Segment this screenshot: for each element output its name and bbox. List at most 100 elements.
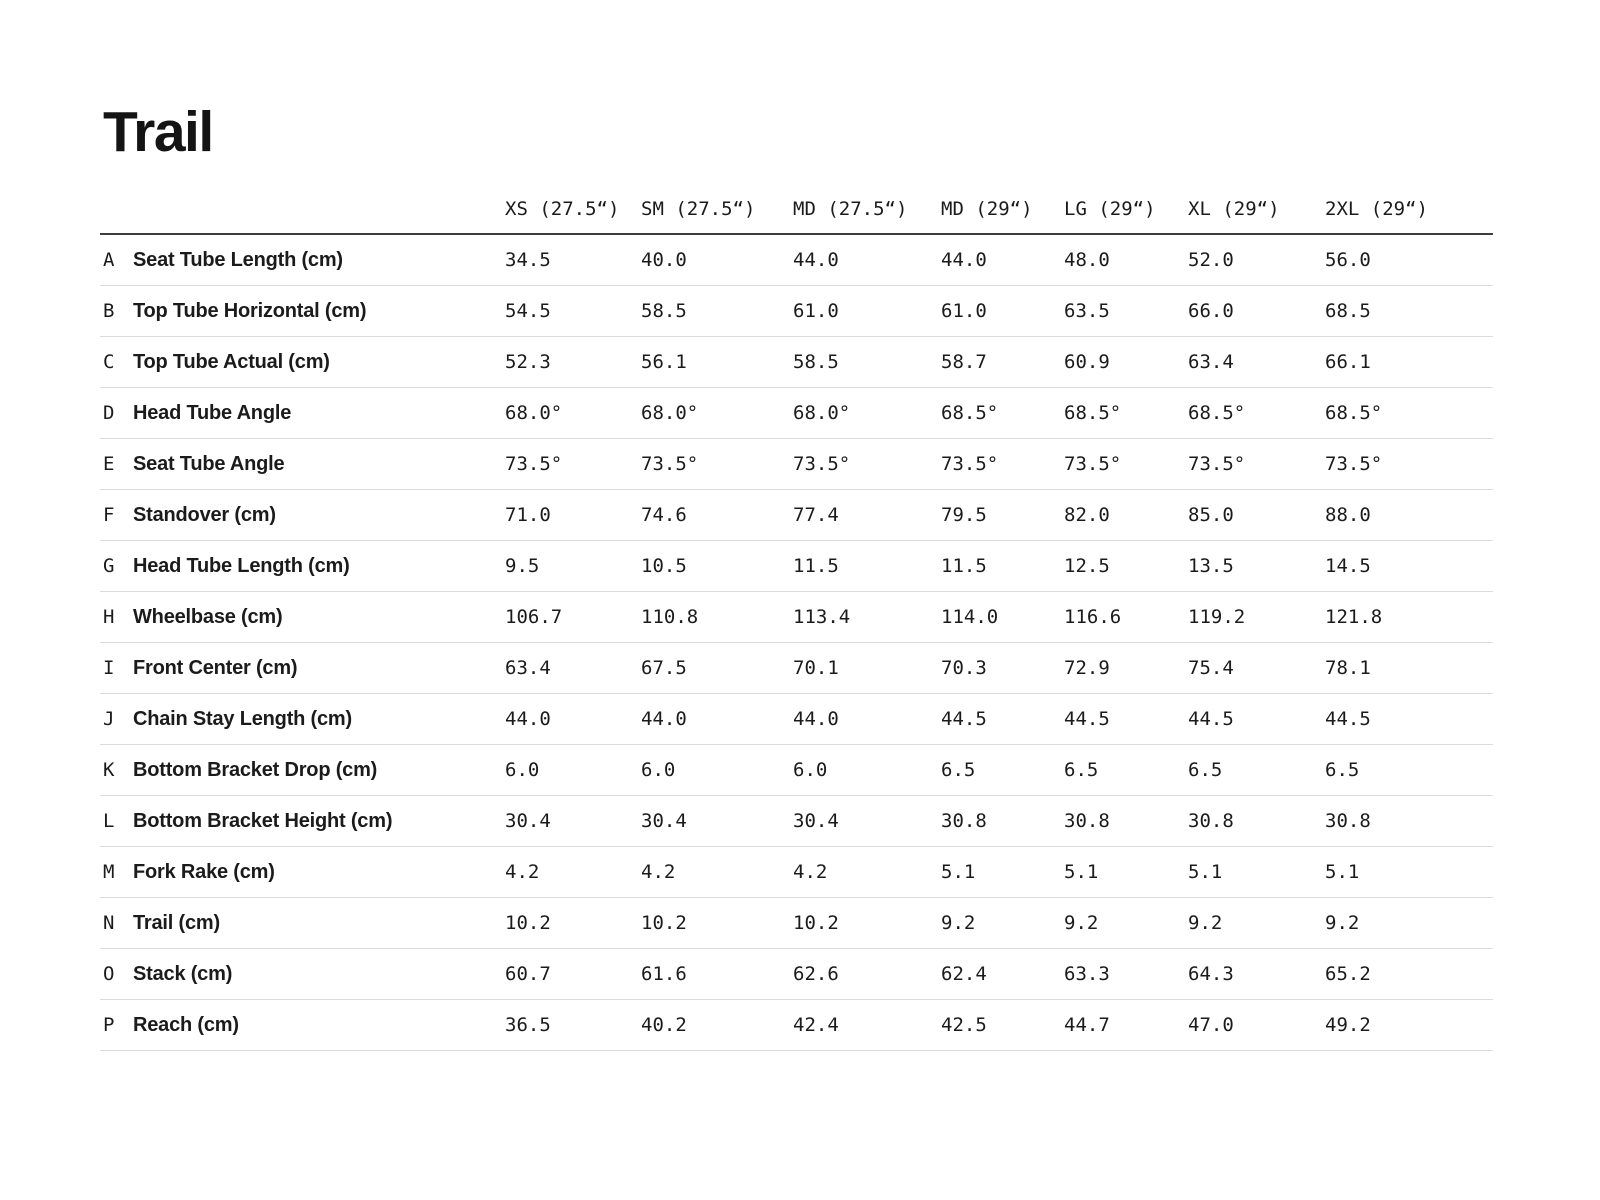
cell-value: 9.2 xyxy=(1188,897,1325,949)
row-label: Seat Tube Length (cm) xyxy=(133,234,505,286)
row-letter: J xyxy=(100,693,133,745)
table-row: E Seat Tube Angle 73.5° 73.5° 73.5° 73.5° 73.5… xyxy=(100,438,1493,490)
row-label: Seat Tube Angle xyxy=(133,438,505,490)
cell-value: 110.8 xyxy=(641,591,793,643)
cell-value: 11.5 xyxy=(941,540,1064,592)
cell-value: 6.5 xyxy=(1188,744,1325,796)
cell-value: 30.4 xyxy=(793,795,941,847)
cell-value: 62.4 xyxy=(941,948,1064,1000)
cell-value: 44.0 xyxy=(505,693,641,745)
cell-value: 30.8 xyxy=(941,795,1064,847)
cell-value: 78.1 xyxy=(1325,642,1493,694)
cell-value: 6.5 xyxy=(1325,744,1493,796)
cell-value: 106.7 xyxy=(505,591,641,643)
cell-value: 42.4 xyxy=(793,999,941,1051)
cell-value: 30.4 xyxy=(641,795,793,847)
table-row: D Head Tube Angle 68.0° 68.0° 68.0° 68.5° 68.5… xyxy=(100,387,1493,439)
cell-value: 63.4 xyxy=(1188,336,1325,388)
row-letter: G xyxy=(100,540,133,592)
cell-value: 14.5 xyxy=(1325,540,1493,592)
column-header: MD (29“) xyxy=(941,197,1064,235)
cell-value: 116.6 xyxy=(1064,591,1188,643)
cell-value: 9.5 xyxy=(505,540,641,592)
table-row: I Front Center (cm) 63.4 67.5 70.1 70.3 72.9 75… xyxy=(100,642,1493,694)
row-letter: A xyxy=(100,234,133,286)
cell-value: 74.6 xyxy=(641,489,793,541)
table-row: K Bottom Bracket Drop (cm) 6.0 6.0 6.0 6.5 6.5… xyxy=(100,744,1493,796)
cell-value: 44.5 xyxy=(941,693,1064,745)
cell-value: 70.3 xyxy=(941,642,1064,694)
cell-value: 44.5 xyxy=(1188,693,1325,745)
cell-value: 60.7 xyxy=(505,948,641,1000)
header-label-spacer xyxy=(133,197,505,235)
cell-value: 62.6 xyxy=(793,948,941,1000)
cell-value: 58.5 xyxy=(793,336,941,388)
row-label: Fork Rake (cm) xyxy=(133,846,505,898)
cell-value: 77.4 xyxy=(793,489,941,541)
cell-value: 68.5 xyxy=(1325,285,1493,337)
cell-value: 9.2 xyxy=(941,897,1064,949)
row-letter: L xyxy=(100,795,133,847)
cell-value: 10.5 xyxy=(641,540,793,592)
cell-value: 44.5 xyxy=(1325,693,1493,745)
table-row: G Head Tube Length (cm) 9.5 10.5 11.5 11.5 12.… xyxy=(100,540,1493,592)
table-row: H Wheelbase (cm) 106.7 110.8 113.4 114.0 116.6… xyxy=(100,591,1493,643)
table-row: A Seat Tube Length (cm) 34.5 40.0 44.0 44.0 48… xyxy=(100,234,1493,286)
table-row: N Trail (cm) 10.2 10.2 10.2 9.2 9.2 9.2 9.2 xyxy=(100,897,1493,949)
cell-value: 5.1 xyxy=(1064,846,1188,898)
row-letter: F xyxy=(100,489,133,541)
header-letter-spacer xyxy=(100,197,133,235)
cell-value: 121.8 xyxy=(1325,591,1493,643)
cell-value: 42.5 xyxy=(941,999,1064,1051)
cell-value: 68.5° xyxy=(1064,387,1188,439)
cell-value: 63.4 xyxy=(505,642,641,694)
cell-value: 113.4 xyxy=(793,591,941,643)
page-title: Trail xyxy=(103,100,214,164)
cell-value: 68.5° xyxy=(1188,387,1325,439)
table-body: A Seat Tube Length (cm) 34.5 40.0 44.0 44.0 48… xyxy=(100,234,1493,1051)
row-letter: H xyxy=(100,591,133,643)
table-row: L Bottom Bracket Height (cm) 30.4 30.4 30.4 3… xyxy=(100,795,1493,847)
cell-value: 44.0 xyxy=(793,693,941,745)
cell-value: 6.0 xyxy=(641,744,793,796)
cell-value: 4.2 xyxy=(641,846,793,898)
row-letter: P xyxy=(100,999,133,1051)
cell-value: 119.2 xyxy=(1188,591,1325,643)
row-label: Wheelbase (cm) xyxy=(133,591,505,643)
cell-value: 73.5° xyxy=(641,438,793,490)
row-letter: O xyxy=(100,948,133,1000)
cell-value: 40.0 xyxy=(641,234,793,286)
cell-value: 61.0 xyxy=(941,285,1064,337)
table-row: B Top Tube Horizontal (cm) 54.5 58.5 61.0 61.… xyxy=(100,285,1493,337)
cell-value: 30.4 xyxy=(505,795,641,847)
cell-value: 65.2 xyxy=(1325,948,1493,1000)
row-letter: I xyxy=(100,642,133,694)
row-label: Top Tube Horizontal (cm) xyxy=(133,285,505,337)
cell-value: 40.2 xyxy=(641,999,793,1051)
cell-value: 30.8 xyxy=(1064,795,1188,847)
cell-value: 36.5 xyxy=(505,999,641,1051)
cell-value: 58.7 xyxy=(941,336,1064,388)
cell-value: 85.0 xyxy=(1188,489,1325,541)
cell-value: 4.2 xyxy=(505,846,641,898)
cell-value: 61.6 xyxy=(641,948,793,1000)
row-letter: E xyxy=(100,438,133,490)
cell-value: 44.0 xyxy=(941,234,1064,286)
cell-value: 79.5 xyxy=(941,489,1064,541)
row-label: Chain Stay Length (cm) xyxy=(133,693,505,745)
cell-value: 70.1 xyxy=(793,642,941,694)
cell-value: 47.0 xyxy=(1188,999,1325,1051)
row-letter: N xyxy=(100,897,133,949)
cell-value: 44.0 xyxy=(641,693,793,745)
table-row: M Fork Rake (cm) 4.2 4.2 4.2 5.1 5.1 5.1 5.1 xyxy=(100,846,1493,898)
header-row: XS (27.5“) SM (27.5“) MD (27.5“) MD (29“) LG… xyxy=(100,197,1493,235)
cell-value: 82.0 xyxy=(1064,489,1188,541)
cell-value: 11.5 xyxy=(793,540,941,592)
cell-value: 44.7 xyxy=(1064,999,1188,1051)
row-label: Bottom Bracket Height (cm) xyxy=(133,795,505,847)
cell-value: 6.0 xyxy=(793,744,941,796)
geometry-table: XS (27.5“) SM (27.5“) MD (27.5“) MD (29“) LG… xyxy=(100,197,1493,1051)
cell-value: 6.0 xyxy=(505,744,641,796)
cell-value: 9.2 xyxy=(1325,897,1493,949)
